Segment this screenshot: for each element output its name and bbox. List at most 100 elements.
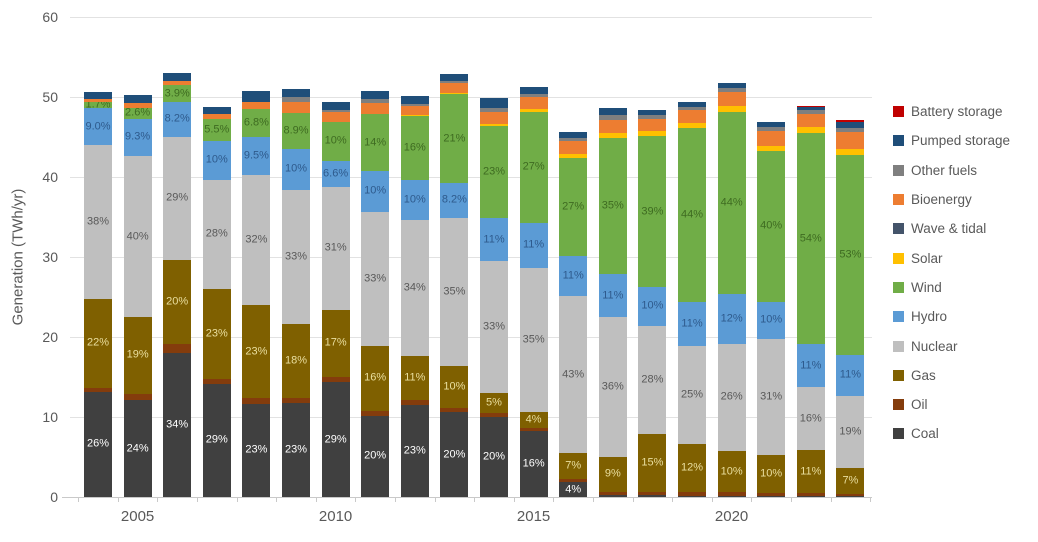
bar-segment-wind-2004[interactable]: 1.7%	[84, 99, 112, 110]
legend-item-solar[interactable]: Solar	[893, 243, 1038, 272]
bar-segment-wind-2021[interactable]: 40%	[757, 151, 786, 302]
bar-segment-bioenergy-2004[interactable]	[84, 98, 112, 102]
bar-segment-pumped-storage-2004[interactable]	[84, 92, 112, 99]
bar-segment-other-fuels-2009[interactable]	[282, 97, 310, 103]
bar-segment-other-fuels-2015[interactable]	[519, 93, 548, 97]
bar-segment-coal-2011[interactable]: 20%	[361, 415, 390, 497]
bar-segment-wind-2007[interactable]: 5.5%	[202, 119, 231, 141]
bar-segment-oil-2011[interactable]	[361, 410, 390, 416]
bar-segment-pumped-storage-2018[interactable]	[638, 109, 667, 115]
bar-segment-coal-2019[interactable]	[678, 495, 706, 497]
bar-segment-wind-2005[interactable]: 2.6%	[123, 107, 152, 119]
bar-segment-coal-2018[interactable]	[638, 495, 667, 497]
bar-segment-hydro-2018[interactable]: 10%	[638, 287, 667, 326]
bar-segment-nuclear-2022[interactable]: 16%	[796, 387, 825, 451]
bar-segment-bioenergy-2011[interactable]	[361, 102, 390, 115]
bar-segment-battery-storage-2022[interactable]	[796, 105, 825, 107]
bar-segment-other-fuels-2011[interactable]	[361, 98, 390, 103]
bar-segment-other-fuels-2013[interactable]	[440, 81, 469, 84]
bar-segment-coal-2014[interactable]: 20%	[480, 417, 508, 497]
bar-segment-pumped-storage-2015[interactable]	[519, 86, 548, 94]
bar-segment-oil-2007[interactable]	[202, 378, 231, 384]
bar-segment-other-fuels-2023[interactable]	[836, 128, 865, 133]
bar-segment-pumped-storage-2012[interactable]	[400, 96, 429, 105]
bar-segment-wind-2020[interactable]: 44%	[717, 111, 746, 294]
bar-segment-nuclear-2006[interactable]: 29%	[163, 136, 192, 260]
bar-segment-battery-storage-2023[interactable]	[836, 120, 865, 122]
bar-segment-wind-2014[interactable]: 23%	[480, 125, 508, 218]
bar-segment-coal-2010[interactable]: 29%	[321, 382, 350, 497]
bar-segment-nuclear-2010[interactable]: 31%	[321, 187, 350, 310]
bar-segment-solar-2014[interactable]	[480, 123, 508, 126]
bar-segment-pumped-storage-2008[interactable]	[242, 91, 271, 103]
legend-item-coal[interactable]: Coal	[893, 419, 1038, 448]
bar-segment-bioenergy-2007[interactable]	[202, 114, 231, 120]
bar-segment-other-fuels-2021[interactable]	[757, 127, 786, 131]
bar-segment-oil-2019[interactable]	[678, 491, 706, 496]
bar-segment-coal-2023[interactable]	[836, 496, 865, 497]
bar-segment-wind-2016[interactable]: 27%	[559, 157, 588, 257]
bar-segment-oil-2021[interactable]	[757, 492, 786, 496]
bar-segment-hydro-2015[interactable]: 11%	[519, 222, 548, 268]
bar-segment-solar-2018[interactable]	[638, 131, 667, 137]
bar-segment-gas-2009[interactable]: 18%	[282, 324, 310, 398]
bar-segment-pumped-storage-2017[interactable]	[598, 108, 627, 116]
bar-segment-pumped-storage-2020[interactable]	[717, 83, 746, 89]
bar-segment-wind-2018[interactable]: 39%	[638, 136, 667, 288]
bar-segment-nuclear-2013[interactable]: 35%	[440, 217, 469, 366]
bar-segment-oil-2018[interactable]	[638, 492, 667, 496]
bar-segment-coal-2020[interactable]	[717, 495, 746, 497]
bar-segment-solar-2013[interactable]	[440, 92, 469, 95]
bar-segment-nuclear-2018[interactable]: 28%	[638, 325, 667, 435]
legend-item-oil[interactable]: Oil	[893, 390, 1038, 419]
bar-segment-bioenergy-2010[interactable]	[321, 112, 350, 122]
bar-segment-solar-2016[interactable]	[559, 154, 588, 158]
bar-segment-bioenergy-2022[interactable]	[796, 113, 825, 128]
bar-segment-solar-2022[interactable]	[796, 127, 825, 134]
bar-segment-gas-2007[interactable]: 23%	[202, 288, 231, 379]
bar-segment-oil-2023[interactable]	[836, 493, 865, 497]
bar-segment-gas-2005[interactable]: 19%	[123, 317, 152, 394]
bar-segment-pumped-storage-2007[interactable]	[202, 106, 231, 115]
bar-segment-gas-2008[interactable]: 23%	[242, 305, 271, 399]
bar-segment-oil-2009[interactable]	[282, 397, 310, 404]
bar-segment-gas-2015[interactable]: 4%	[519, 411, 548, 429]
bar-segment-coal-2012[interactable]: 23%	[400, 404, 429, 497]
bar-segment-oil-2015[interactable]	[519, 428, 548, 432]
legend-item-other-fuels[interactable]: Other fuels	[893, 156, 1038, 185]
bar-segment-coal-2004[interactable]: 26%	[84, 391, 112, 497]
legend-item-wave-tidal[interactable]: Wave & tidal	[893, 214, 1038, 243]
bar-segment-gas-2010[interactable]: 17%	[321, 309, 350, 377]
bar-segment-bioenergy-2008[interactable]	[242, 102, 271, 110]
bar-segment-coal-2005[interactable]: 24%	[123, 400, 152, 497]
bar-segment-oil-2006[interactable]	[163, 344, 192, 353]
bar-segment-bioenergy-2013[interactable]	[440, 83, 469, 93]
bar-segment-coal-2008[interactable]: 23%	[242, 403, 271, 497]
bar-segment-oil-2013[interactable]	[440, 408, 469, 413]
bar-segment-pumped-storage-2023[interactable]	[836, 121, 865, 129]
bar-segment-bioenergy-2019[interactable]	[678, 110, 706, 124]
bar-segment-hydro-2006[interactable]: 8.2%	[163, 101, 192, 137]
bar-segment-coal-2016[interactable]: 4%	[559, 482, 588, 497]
bar-segment-solar-2019[interactable]	[678, 123, 706, 129]
bar-segment-wind-2013[interactable]: 21%	[440, 94, 469, 183]
bar-segment-bioenergy-2018[interactable]	[638, 118, 667, 132]
bar-segment-hydro-2016[interactable]: 11%	[559, 256, 588, 297]
bar-segment-gas-2014[interactable]: 5%	[480, 393, 508, 414]
bar-segment-other-fuels-2012[interactable]	[400, 104, 429, 106]
bar-segment-gas-2021[interactable]: 10%	[757, 455, 786, 493]
bar-segment-solar-2023[interactable]	[836, 149, 865, 155]
bar-segment-bioenergy-2009[interactable]	[282, 102, 310, 113]
bar-segment-coal-2022[interactable]	[796, 495, 825, 497]
bar-segment-gas-2012[interactable]: 11%	[400, 355, 429, 400]
bar-segment-bioenergy-2023[interactable]	[836, 132, 865, 150]
bar-segment-gas-2019[interactable]: 12%	[678, 444, 706, 492]
bar-segment-wind-2022[interactable]: 54%	[796, 133, 825, 345]
bar-segment-bioenergy-2006[interactable]	[163, 81, 192, 86]
bar-segment-oil-2014[interactable]	[480, 413, 508, 418]
bar-segment-coal-2009[interactable]: 23%	[282, 403, 310, 497]
legend-item-bioenergy[interactable]: Bioenergy	[893, 185, 1038, 214]
bar-segment-gas-2016[interactable]: 7%	[559, 453, 588, 479]
legend-item-wind[interactable]: Wind	[893, 273, 1038, 302]
bar-segment-nuclear-2009[interactable]: 33%	[282, 189, 310, 325]
